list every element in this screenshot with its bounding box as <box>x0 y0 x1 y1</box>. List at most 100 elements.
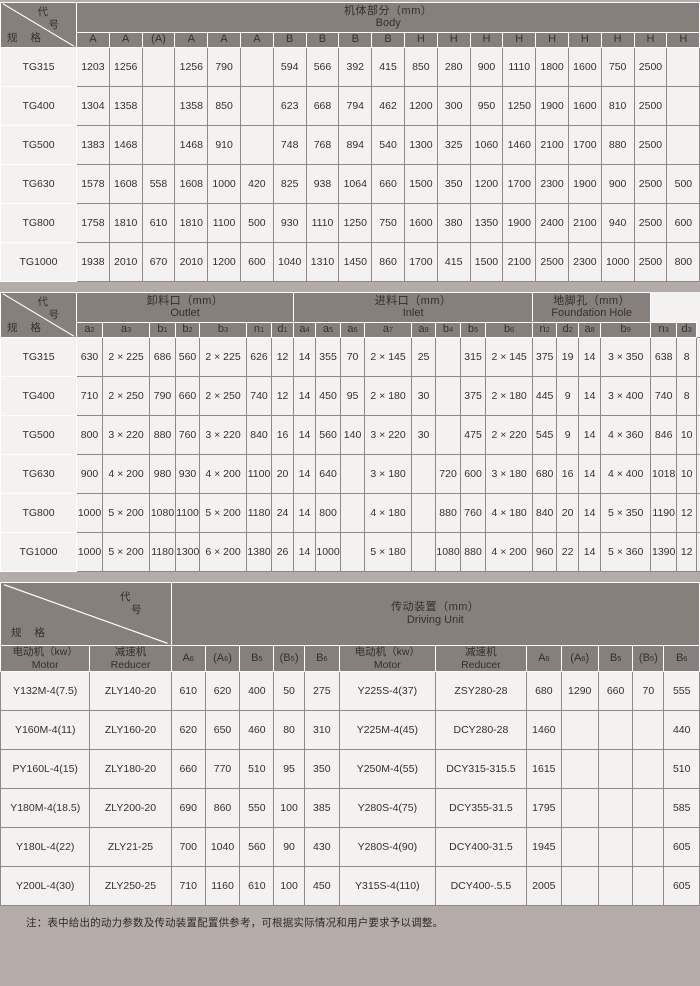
cell-TG630-18: 500 <box>667 165 700 204</box>
cell-TG800-13: 760 <box>461 494 486 533</box>
cell-TG630-7: 938 <box>306 165 339 204</box>
cell-TG315-1: 1256 <box>109 48 142 87</box>
cell-r4-c1: ZLY21-25 <box>90 828 171 867</box>
corner-code-char1-b: 代 <box>38 296 63 309</box>
table2-col-header-9: a6 <box>341 322 365 337</box>
cell-TG315-17: 14 <box>579 338 601 377</box>
table2-col-header-3: b2 <box>176 322 200 337</box>
cell-r1-c13: 440 <box>664 711 700 750</box>
cell-TG630-3: 1608 <box>175 165 208 204</box>
cell-r2-c9: 1615 <box>527 750 561 789</box>
cell-r2-c0: PY160L-4(15) <box>1 750 90 789</box>
cell-TG500-13: 1460 <box>503 126 536 165</box>
cell-TG315-0: 1203 <box>77 48 110 87</box>
cell-TG315-8: 355 <box>316 338 341 377</box>
cell-TG400-2 <box>142 87 175 126</box>
table1-col-header-10: H <box>404 32 437 47</box>
cell-TG800-17: 2500 <box>634 204 667 243</box>
cell-TG800-0: 1000 <box>77 494 103 533</box>
cell-r0-c5: 50 <box>274 672 304 711</box>
subscript: 4 <box>306 325 310 334</box>
subscript: 5 <box>650 654 654 663</box>
cell-r1-c0: Y160M-4(11) <box>1 711 90 750</box>
cell-r1-c4: 460 <box>240 711 274 750</box>
cell-TG800-18: 5 × 350 <box>601 494 651 533</box>
cell-TG630-16: 16 <box>557 455 579 494</box>
subscript: 3 <box>224 325 228 334</box>
table2-col-header-1: a3 <box>103 322 150 337</box>
cell-r4-c10 <box>561 828 598 867</box>
cell-TG630-12: 1200 <box>470 165 503 204</box>
cell-TG400-6: 623 <box>273 87 306 126</box>
subscript: 5 <box>474 325 478 334</box>
subscript: 6 <box>683 654 687 663</box>
col-header-en: Reducer <box>90 659 170 672</box>
cell-r4-c2: 700 <box>171 828 205 867</box>
cell-r3-c5: 100 <box>274 789 304 828</box>
table1-group-title-cn: 机体部分（mm） <box>77 5 699 18</box>
subscript: 8 <box>591 325 595 334</box>
corner-label-spec: 规 格 <box>7 32 46 44</box>
cell-TG500-15: 545 <box>533 416 557 455</box>
cell-r1-c12 <box>633 711 664 750</box>
cell-TG800-4: 5 × 200 <box>200 494 247 533</box>
cell-TG315-8: 392 <box>339 48 372 87</box>
cell-TG800-3: 1810 <box>175 204 208 243</box>
cell-TG1000-1: 2010 <box>109 243 142 282</box>
cell-TG800-1: 1810 <box>109 204 142 243</box>
cell-TG315-2 <box>142 48 175 87</box>
subscript: 5 <box>291 654 295 663</box>
cell-TG400-5 <box>240 87 273 126</box>
cell-TG500-10: 1300 <box>404 126 437 165</box>
cell-TG400-16: 810 <box>601 87 634 126</box>
table2-col-header-5: n1 <box>247 322 272 337</box>
cell-TG630-2: 558 <box>142 165 175 204</box>
cell-TG630-0: 1578 <box>77 165 110 204</box>
cell-TG630-1: 4 × 200 <box>103 455 150 494</box>
cell-TG630-5: 1100 <box>247 455 272 494</box>
table2-col-header-6: d1 <box>272 322 294 337</box>
cell-TG800-7: 14 <box>294 494 316 533</box>
table2-col-header-20: d3 <box>677 322 697 337</box>
cell-TG800-6: 24 <box>272 494 294 533</box>
model-label-TG500: TG500 <box>1 126 77 165</box>
subscript: 9 <box>425 325 429 334</box>
cell-TG400-11: 300 <box>437 87 470 126</box>
cell-TG315-15: 1600 <box>568 48 601 87</box>
cell-r2-c11 <box>598 750 632 789</box>
cell-r4-c11 <box>598 828 632 867</box>
model-label-TG315: TG315 <box>1 48 77 87</box>
cell-TG500-5: 840 <box>247 416 272 455</box>
cell-TG630-14: 3 × 180 <box>486 455 533 494</box>
cell-TG1000-18: 800 <box>667 243 700 282</box>
table1-col-header-6: B <box>273 32 306 47</box>
cell-TG500-8: 894 <box>339 126 372 165</box>
subscript: 6 <box>510 325 514 334</box>
cell-TG1000-18: 5 × 360 <box>601 533 651 572</box>
cell-r4-c7: Y280S-4(90) <box>340 828 436 867</box>
cell-TG500-6: 16 <box>272 416 294 455</box>
cell-TG1000-12: 1500 <box>470 243 503 282</box>
table2-col-header-2: b1 <box>150 322 176 337</box>
table3-col-header-5: (B5) <box>274 646 304 672</box>
cell-TG1000-19: 1390 <box>651 533 677 572</box>
cell-TG1000-15: 2300 <box>568 243 601 282</box>
cell-TG315-4: 790 <box>208 48 241 87</box>
group-title-cn: 卸料口（mm） <box>77 295 293 308</box>
cell-TG500-19: 846 <box>651 416 677 455</box>
cell-TG800-19: 1190 <box>651 494 677 533</box>
subscript: 5 <box>617 654 621 663</box>
cell-r3-c6: 385 <box>304 789 339 828</box>
cell-TG400-11: 30 <box>412 377 436 416</box>
cell-TG630-8: 1064 <box>339 165 372 204</box>
cell-TG800-7: 1110 <box>306 204 339 243</box>
cell-TG500-5 <box>240 126 273 165</box>
cell-TG800-20: 12 <box>677 494 697 533</box>
cell-TG315-2: 686 <box>150 338 176 377</box>
